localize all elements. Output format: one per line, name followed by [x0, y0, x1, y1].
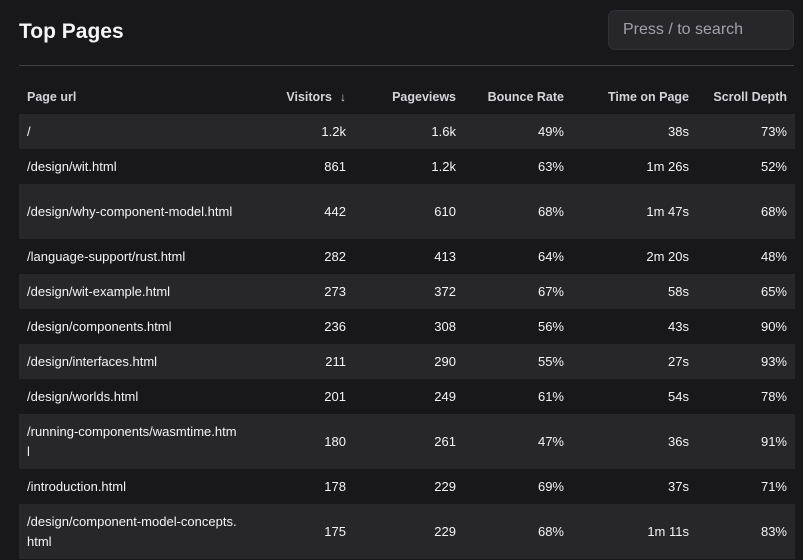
search-input[interactable]	[621, 19, 781, 40]
time-on-page-cell: 38s	[668, 123, 689, 139]
pageviews-cell: 308	[434, 318, 456, 334]
page-url-cell[interactable]: /language-support/rust.html	[27, 248, 186, 264]
column-time-on-page[interactable]: Time on Page	[607, 90, 689, 104]
table-row: /design/wit.html 861 1.2k 63% 1m 26s 52%	[19, 149, 795, 184]
scroll-depth-cell: 73%	[760, 123, 787, 139]
bounce-rate-cell: 61%	[537, 388, 564, 404]
visitors-cell: 442	[324, 203, 346, 219]
pageviews-cell: 1.2k	[431, 158, 456, 174]
bounce-rate-cell: 68%	[537, 203, 564, 219]
bounce-rate-cell: 68%	[537, 523, 564, 539]
visitors-cell: 273	[324, 283, 346, 299]
pageviews-cell: 372	[434, 283, 456, 299]
page-title: Top Pages	[19, 19, 124, 43]
top-pages-table: Page url Visitors ↓ Pageviews Bounce Rate…	[19, 80, 795, 559]
pageviews-cell: 229	[434, 523, 456, 539]
column-visitors-label: Visitors	[286, 90, 332, 104]
table-row: /language-support/rust.html 282 413 64% 2m 2…	[19, 239, 795, 274]
scroll-depth-cell: 68%	[760, 203, 787, 219]
scroll-depth-cell: 65%	[760, 283, 787, 299]
pageviews-cell: 413	[434, 248, 456, 264]
scroll-depth-cell: 78%	[760, 388, 787, 404]
time-on-page-cell: 2m 20s	[646, 248, 689, 264]
time-on-page-cell: 1m 47s	[646, 203, 689, 219]
bounce-rate-cell: 55%	[537, 353, 564, 369]
column-pageviews[interactable]: Pageviews	[392, 90, 456, 104]
table-row: /design/interfaces.html 211 290 55% 27s 93%	[19, 344, 795, 379]
column-bounce-rate[interactable]: Bounce Rate	[487, 90, 564, 104]
page-url-cell[interactable]: /design/why-component-model.html	[27, 203, 233, 219]
page-url-cell[interactable]: /running-components/wasmtime.html	[27, 423, 237, 459]
scroll-depth-cell: 93%	[760, 353, 787, 369]
column-page-url: Page url	[27, 90, 77, 104]
table-header: Page url Visitors ↓ Pageviews Bounce Rate…	[19, 80, 795, 114]
visitors-cell: 211	[325, 353, 346, 369]
visitors-cell: 175	[324, 523, 346, 539]
table-row: /design/component-model-concepts.html 175…	[19, 504, 795, 559]
bounce-rate-cell: 63%	[537, 158, 564, 174]
scroll-depth-cell: 48%	[760, 248, 787, 264]
pageviews-cell: 290	[434, 353, 456, 369]
table-row: /introduction.html 178 229 69% 37s 71%	[19, 469, 795, 504]
scroll-depth-cell: 90%	[760, 318, 787, 334]
page-url-cell[interactable]: /design/interfaces.html	[27, 353, 158, 369]
bounce-rate-cell: 49%	[537, 123, 564, 139]
page-url-cell[interactable]: /introduction.html	[27, 478, 126, 494]
bounce-rate-cell: 56%	[537, 318, 564, 334]
search-box[interactable]	[608, 9, 794, 50]
page-url-cell[interactable]: /design/wit.html	[27, 158, 117, 174]
visitors-cell: 178	[324, 478, 346, 494]
column-scroll-depth[interactable]: Scroll Depth	[713, 90, 787, 104]
scroll-depth-cell: 52%	[760, 158, 787, 174]
bounce-rate-cell: 69%	[537, 478, 564, 494]
page-url-cell[interactable]: /design/component-model-concepts.html	[27, 513, 237, 549]
bounce-rate-cell: 47%	[537, 433, 564, 449]
pageviews-cell: 610	[434, 203, 456, 219]
header-row: Page url Visitors ↓ Pageviews Bounce Rate…	[19, 80, 795, 114]
pageviews-cell: 229	[434, 478, 456, 494]
page-url-cell[interactable]: /design/worlds.html	[27, 388, 139, 404]
time-on-page-cell: 58s	[668, 283, 689, 299]
time-on-page-cell: 43s	[668, 318, 689, 334]
time-on-page-cell: 37s	[668, 478, 689, 494]
table-body: / 1.2k 1.6k 49% 38s 73% /design/wit.html 861 1.2…	[19, 114, 795, 559]
table-row: /design/components.html 236 308 56% 43s 90%	[19, 309, 795, 344]
table-row: /design/why-component-model.html 442 610 68…	[19, 184, 795, 239]
scroll-depth-cell: 71%	[760, 478, 787, 494]
table-row: /running-components/wasmtime.html 180 261 4…	[19, 414, 795, 469]
visitors-cell: 1.2k	[321, 123, 346, 139]
table-row: / 1.2k 1.6k 49% 38s 73%	[19, 114, 795, 149]
time-on-page-cell: 54s	[668, 388, 689, 404]
page-url-cell[interactable]: /design/wit-example.html	[27, 283, 171, 299]
pageviews-cell: 261	[434, 433, 456, 449]
page-url-cell[interactable]: /design/components.html	[27, 318, 172, 334]
time-on-page-cell: 27s	[668, 353, 689, 369]
time-on-page-cell: 1m 26s	[646, 158, 689, 174]
panel-header: Top Pages	[19, 0, 794, 66]
visitors-cell: 861	[324, 158, 346, 174]
column-visitors[interactable]: Visitors ↓	[254, 80, 354, 114]
table-row: /design/worlds.html 201 249 61% 54s 78%	[19, 379, 795, 414]
bounce-rate-cell: 64%	[537, 248, 564, 264]
table-row: /design/wit-example.html 273 372 67% 58s 65%	[19, 274, 795, 309]
sort-down-arrow-icon[interactable]: ↓	[340, 90, 346, 104]
scroll-depth-cell: 83%	[760, 523, 787, 539]
bounce-rate-cell: 67%	[537, 283, 564, 299]
visitors-cell: 201	[324, 388, 346, 404]
page-url-cell[interactable]: /	[27, 123, 31, 139]
time-on-page-cell: 1m 11s	[647, 523, 689, 539]
pageviews-cell: 1.6k	[431, 123, 456, 139]
visitors-cell: 282	[324, 248, 346, 264]
scroll-depth-cell: 91%	[760, 433, 787, 449]
time-on-page-cell: 36s	[668, 433, 689, 449]
visitors-cell: 236	[324, 318, 346, 334]
visitors-cell: 180	[324, 433, 346, 449]
pageviews-cell: 249	[434, 388, 456, 404]
